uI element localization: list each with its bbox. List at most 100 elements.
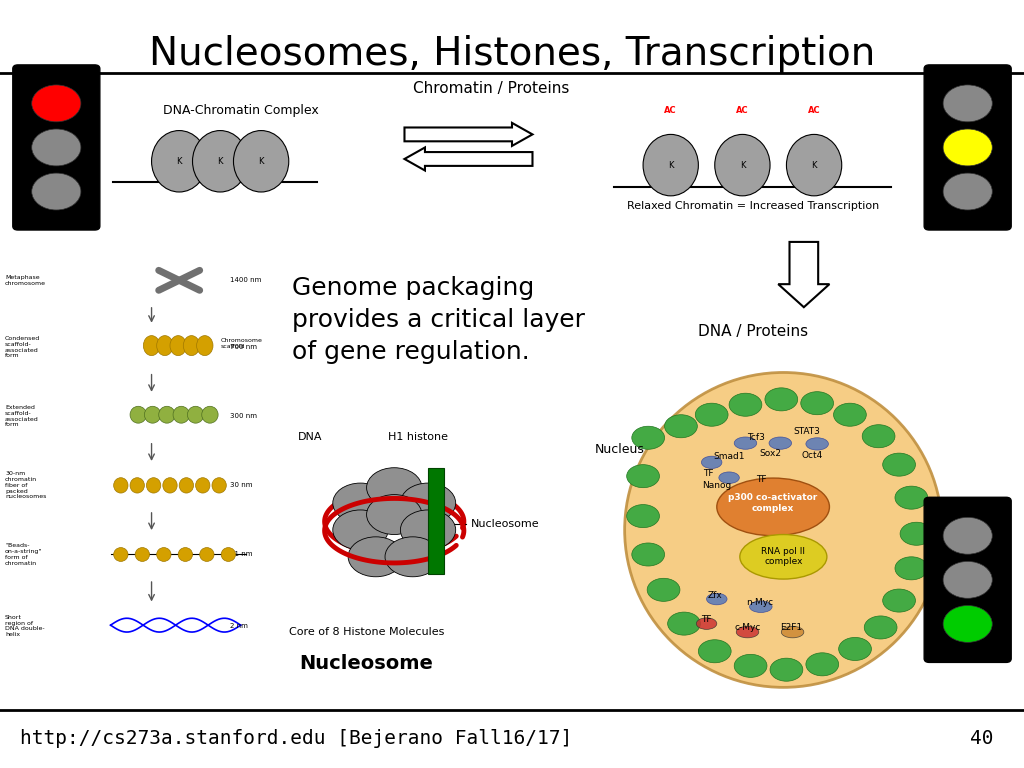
Ellipse shape — [157, 336, 173, 356]
Text: "Beads-
on-a-string"
form of
chromatin: "Beads- on-a-string" form of chromatin — [5, 543, 42, 566]
Ellipse shape — [806, 438, 828, 450]
Text: 40: 40 — [970, 730, 993, 748]
Ellipse shape — [187, 406, 204, 423]
Text: Nucleosome: Nucleosome — [471, 518, 540, 529]
Text: RNA pol II
complex: RNA pol II complex — [762, 547, 805, 567]
Text: Nucleosome: Nucleosome — [300, 654, 433, 674]
Ellipse shape — [729, 393, 762, 416]
Ellipse shape — [333, 510, 388, 550]
Ellipse shape — [135, 548, 150, 561]
Ellipse shape — [196, 478, 210, 493]
Text: Chromosome
scaffold: Chromosome scaffold — [220, 338, 262, 349]
FancyArrow shape — [404, 147, 532, 170]
Text: n-Myc: n-Myc — [746, 598, 773, 607]
Ellipse shape — [839, 637, 871, 660]
Text: DNA: DNA — [298, 432, 323, 442]
Ellipse shape — [348, 537, 403, 577]
Circle shape — [943, 173, 992, 210]
Bar — [428, 468, 444, 574]
Text: TF: TF — [703, 469, 714, 478]
Ellipse shape — [143, 336, 160, 356]
Text: Relaxed Chromatin = Increased Transcription: Relaxed Chromatin = Increased Transcript… — [627, 201, 879, 211]
Ellipse shape — [159, 406, 175, 423]
Text: Core of 8 Histone Molecules: Core of 8 Histone Molecules — [289, 627, 444, 637]
Ellipse shape — [739, 535, 827, 579]
Text: Sox2: Sox2 — [759, 449, 781, 458]
Text: p300 co-activator
complex: p300 co-activator complex — [728, 493, 818, 513]
Ellipse shape — [696, 617, 717, 630]
Ellipse shape — [400, 510, 456, 550]
Ellipse shape — [801, 392, 834, 415]
Ellipse shape — [367, 495, 422, 535]
Text: AC: AC — [665, 106, 677, 115]
Ellipse shape — [643, 134, 698, 196]
Text: AC: AC — [736, 106, 749, 115]
Text: K: K — [217, 157, 223, 166]
Text: 30-nm
chromatin
fiber of
packed
nucleosomes: 30-nm chromatin fiber of packed nucleoso… — [5, 472, 46, 499]
Text: 300 nm: 300 nm — [230, 413, 257, 419]
Circle shape — [32, 85, 81, 122]
Circle shape — [32, 129, 81, 166]
Text: E2F1: E2F1 — [780, 623, 803, 632]
Ellipse shape — [114, 548, 128, 561]
Ellipse shape — [786, 134, 842, 196]
Ellipse shape — [130, 406, 146, 423]
Circle shape — [943, 561, 992, 598]
Ellipse shape — [864, 616, 897, 639]
Ellipse shape — [668, 612, 700, 635]
Circle shape — [943, 85, 992, 122]
Text: DNA / Proteins: DNA / Proteins — [697, 324, 808, 339]
Ellipse shape — [157, 548, 171, 561]
Text: Genome packaging
provides a critical layer
of gene regulation.: Genome packaging provides a critical lay… — [292, 276, 585, 364]
Ellipse shape — [632, 426, 665, 449]
Text: K: K — [811, 161, 817, 170]
Ellipse shape — [765, 388, 798, 411]
Ellipse shape — [736, 627, 759, 637]
Text: Nucleosomes, Histones, Transcription: Nucleosomes, Histones, Transcription — [148, 35, 876, 72]
Ellipse shape — [719, 472, 739, 484]
Ellipse shape — [715, 134, 770, 196]
Ellipse shape — [152, 131, 207, 192]
FancyBboxPatch shape — [924, 498, 1011, 662]
Text: Nucleus: Nucleus — [595, 443, 644, 455]
Ellipse shape — [163, 478, 177, 493]
FancyBboxPatch shape — [12, 65, 99, 230]
Ellipse shape — [781, 627, 804, 637]
Ellipse shape — [627, 465, 659, 488]
Text: Metaphase
chromosome: Metaphase chromosome — [5, 275, 46, 286]
Ellipse shape — [625, 372, 942, 687]
Text: 2 nm: 2 nm — [230, 623, 248, 629]
Ellipse shape — [144, 406, 161, 423]
Circle shape — [943, 129, 992, 166]
Ellipse shape — [183, 336, 200, 356]
Ellipse shape — [895, 486, 928, 509]
Ellipse shape — [707, 593, 727, 605]
FancyBboxPatch shape — [924, 65, 1011, 230]
Ellipse shape — [632, 543, 665, 566]
Ellipse shape — [734, 654, 767, 677]
Ellipse shape — [367, 468, 422, 508]
Ellipse shape — [647, 578, 680, 601]
Text: K: K — [258, 157, 264, 166]
Ellipse shape — [770, 658, 803, 681]
Ellipse shape — [173, 406, 189, 423]
Text: Chromatin / Proteins: Chromatin / Proteins — [414, 81, 569, 96]
Ellipse shape — [233, 131, 289, 192]
Text: 1400 nm: 1400 nm — [230, 277, 262, 283]
Ellipse shape — [734, 437, 757, 449]
Ellipse shape — [806, 653, 839, 676]
FancyArrow shape — [404, 123, 532, 146]
Text: Short
region of
DNA double-
helix: Short region of DNA double- helix — [5, 614, 45, 637]
Text: TF: TF — [756, 475, 766, 485]
Ellipse shape — [200, 548, 214, 561]
Ellipse shape — [178, 548, 193, 561]
Text: Tcf3: Tcf3 — [746, 433, 765, 442]
Text: c-Myc: c-Myc — [734, 623, 761, 632]
Ellipse shape — [221, 548, 236, 561]
Text: 11 nm: 11 nm — [230, 551, 253, 558]
Ellipse shape — [197, 336, 213, 356]
Text: TF: TF — [701, 615, 712, 624]
Text: K: K — [176, 157, 182, 166]
Text: K: K — [668, 161, 674, 170]
Text: 30 nm: 30 nm — [230, 482, 253, 488]
